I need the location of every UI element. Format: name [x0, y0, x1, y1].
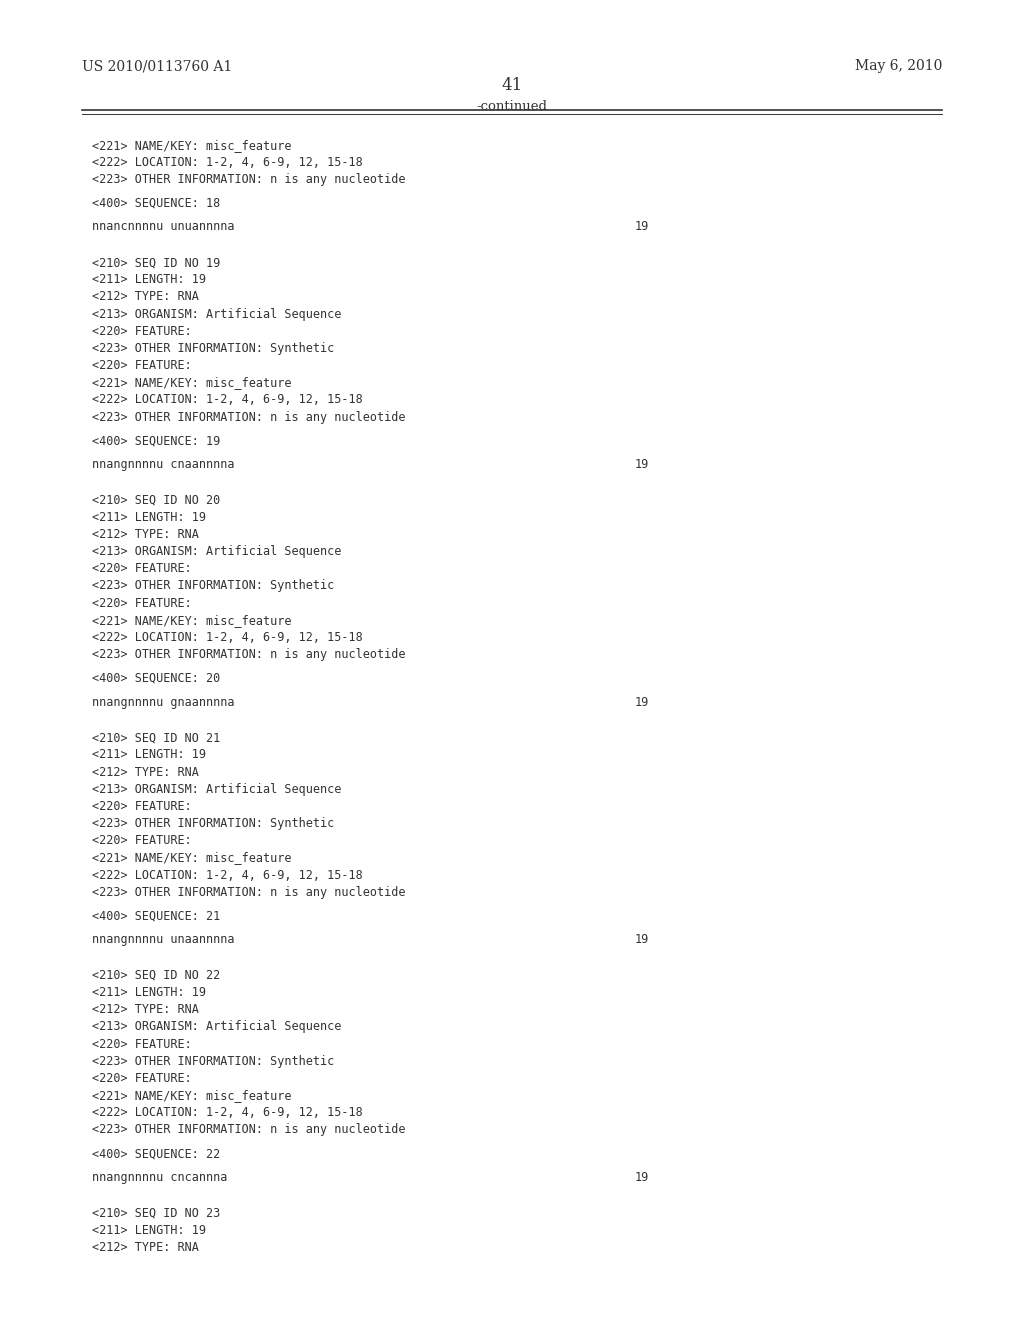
Text: <223> OTHER INFORMATION: Synthetic: <223> OTHER INFORMATION: Synthetic	[92, 817, 335, 830]
Text: <221> NAME/KEY: misc_feature: <221> NAME/KEY: misc_feature	[92, 1089, 292, 1102]
Text: 19: 19	[635, 696, 649, 709]
Text: <211> LENGTH: 19: <211> LENGTH: 19	[92, 748, 206, 762]
Text: <220> FEATURE:: <220> FEATURE:	[92, 562, 191, 576]
Text: <223> OTHER INFORMATION: Synthetic: <223> OTHER INFORMATION: Synthetic	[92, 342, 335, 355]
Text: May 6, 2010: May 6, 2010	[855, 59, 942, 74]
Text: <221> NAME/KEY: misc_feature: <221> NAME/KEY: misc_feature	[92, 376, 292, 389]
Text: <210> SEQ ID NO 20: <210> SEQ ID NO 20	[92, 494, 220, 507]
Text: <400> SEQUENCE: 19: <400> SEQUENCE: 19	[92, 434, 220, 447]
Text: <212> TYPE: RNA: <212> TYPE: RNA	[92, 1241, 199, 1254]
Text: <223> OTHER INFORMATION: n is any nucleotide: <223> OTHER INFORMATION: n is any nucleo…	[92, 886, 406, 899]
Text: <211> LENGTH: 19: <211> LENGTH: 19	[92, 273, 206, 286]
Text: <222> LOCATION: 1-2, 4, 6-9, 12, 15-18: <222> LOCATION: 1-2, 4, 6-9, 12, 15-18	[92, 1106, 362, 1119]
Text: <223> OTHER INFORMATION: n is any nucleotide: <223> OTHER INFORMATION: n is any nucleo…	[92, 1123, 406, 1137]
Text: <213> ORGANISM: Artificial Sequence: <213> ORGANISM: Artificial Sequence	[92, 783, 342, 796]
Text: <222> LOCATION: 1-2, 4, 6-9, 12, 15-18: <222> LOCATION: 1-2, 4, 6-9, 12, 15-18	[92, 156, 362, 169]
Text: nnancnnnnu unuannnna: nnancnnnnu unuannnna	[92, 220, 234, 234]
Text: <211> LENGTH: 19: <211> LENGTH: 19	[92, 1224, 206, 1237]
Text: nnangnnnnu unaannnna: nnangnnnnu unaannnna	[92, 933, 234, 946]
Text: nnangnnnnu cncannna: nnangnnnnu cncannna	[92, 1171, 227, 1184]
Text: <210> SEQ ID NO 23: <210> SEQ ID NO 23	[92, 1206, 220, 1220]
Text: <222> LOCATION: 1-2, 4, 6-9, 12, 15-18: <222> LOCATION: 1-2, 4, 6-9, 12, 15-18	[92, 393, 362, 407]
Text: 19: 19	[635, 1171, 649, 1184]
Text: <220> FEATURE:: <220> FEATURE:	[92, 800, 191, 813]
Text: <220> FEATURE:: <220> FEATURE:	[92, 359, 191, 372]
Text: <212> TYPE: RNA: <212> TYPE: RNA	[92, 290, 199, 304]
Text: <213> ORGANISM: Artificial Sequence: <213> ORGANISM: Artificial Sequence	[92, 308, 342, 321]
Text: <210> SEQ ID NO 21: <210> SEQ ID NO 21	[92, 731, 220, 744]
Text: <221> NAME/KEY: misc_feature: <221> NAME/KEY: misc_feature	[92, 851, 292, 865]
Text: <223> OTHER INFORMATION: n is any nucleotide: <223> OTHER INFORMATION: n is any nucleo…	[92, 173, 406, 186]
Text: <213> ORGANISM: Artificial Sequence: <213> ORGANISM: Artificial Sequence	[92, 545, 342, 558]
Text: <210> SEQ ID NO 22: <210> SEQ ID NO 22	[92, 969, 220, 982]
Text: <220> FEATURE:: <220> FEATURE:	[92, 834, 191, 847]
Text: <223> OTHER INFORMATION: n is any nucleotide: <223> OTHER INFORMATION: n is any nucleo…	[92, 411, 406, 424]
Text: <210> SEQ ID NO 19: <210> SEQ ID NO 19	[92, 256, 220, 269]
Text: -continued: -continued	[476, 100, 548, 114]
Text: <222> LOCATION: 1-2, 4, 6-9, 12, 15-18: <222> LOCATION: 1-2, 4, 6-9, 12, 15-18	[92, 869, 362, 882]
Text: nnangnnnnu cnaannnna: nnangnnnnu cnaannnna	[92, 458, 234, 471]
Text: <223> OTHER INFORMATION: Synthetic: <223> OTHER INFORMATION: Synthetic	[92, 1055, 335, 1068]
Text: <220> FEATURE:: <220> FEATURE:	[92, 1038, 191, 1051]
Text: <212> TYPE: RNA: <212> TYPE: RNA	[92, 766, 199, 779]
Text: 19: 19	[635, 933, 649, 946]
Text: <400> SEQUENCE: 18: <400> SEQUENCE: 18	[92, 197, 220, 210]
Text: <213> ORGANISM: Artificial Sequence: <213> ORGANISM: Artificial Sequence	[92, 1020, 342, 1034]
Text: <223> OTHER INFORMATION: n is any nucleotide: <223> OTHER INFORMATION: n is any nucleo…	[92, 648, 406, 661]
Text: <400> SEQUENCE: 21: <400> SEQUENCE: 21	[92, 909, 220, 923]
Text: 19: 19	[635, 458, 649, 471]
Text: <211> LENGTH: 19: <211> LENGTH: 19	[92, 986, 206, 999]
Text: nnangnnnnu gnaannnna: nnangnnnnu gnaannnna	[92, 696, 234, 709]
Text: <212> TYPE: RNA: <212> TYPE: RNA	[92, 1003, 199, 1016]
Text: <221> NAME/KEY: misc_feature: <221> NAME/KEY: misc_feature	[92, 614, 292, 627]
Text: US 2010/0113760 A1: US 2010/0113760 A1	[82, 59, 232, 74]
Text: 19: 19	[635, 220, 649, 234]
Text: <212> TYPE: RNA: <212> TYPE: RNA	[92, 528, 199, 541]
Text: <211> LENGTH: 19: <211> LENGTH: 19	[92, 511, 206, 524]
Text: <400> SEQUENCE: 20: <400> SEQUENCE: 20	[92, 672, 220, 685]
Text: <222> LOCATION: 1-2, 4, 6-9, 12, 15-18: <222> LOCATION: 1-2, 4, 6-9, 12, 15-18	[92, 631, 362, 644]
Text: <220> FEATURE:: <220> FEATURE:	[92, 597, 191, 610]
Text: <220> FEATURE:: <220> FEATURE:	[92, 325, 191, 338]
Text: 41: 41	[502, 77, 522, 94]
Text: <223> OTHER INFORMATION: Synthetic: <223> OTHER INFORMATION: Synthetic	[92, 579, 335, 593]
Text: <221> NAME/KEY: misc_feature: <221> NAME/KEY: misc_feature	[92, 139, 292, 152]
Text: <400> SEQUENCE: 22: <400> SEQUENCE: 22	[92, 1147, 220, 1160]
Text: <220> FEATURE:: <220> FEATURE:	[92, 1072, 191, 1085]
